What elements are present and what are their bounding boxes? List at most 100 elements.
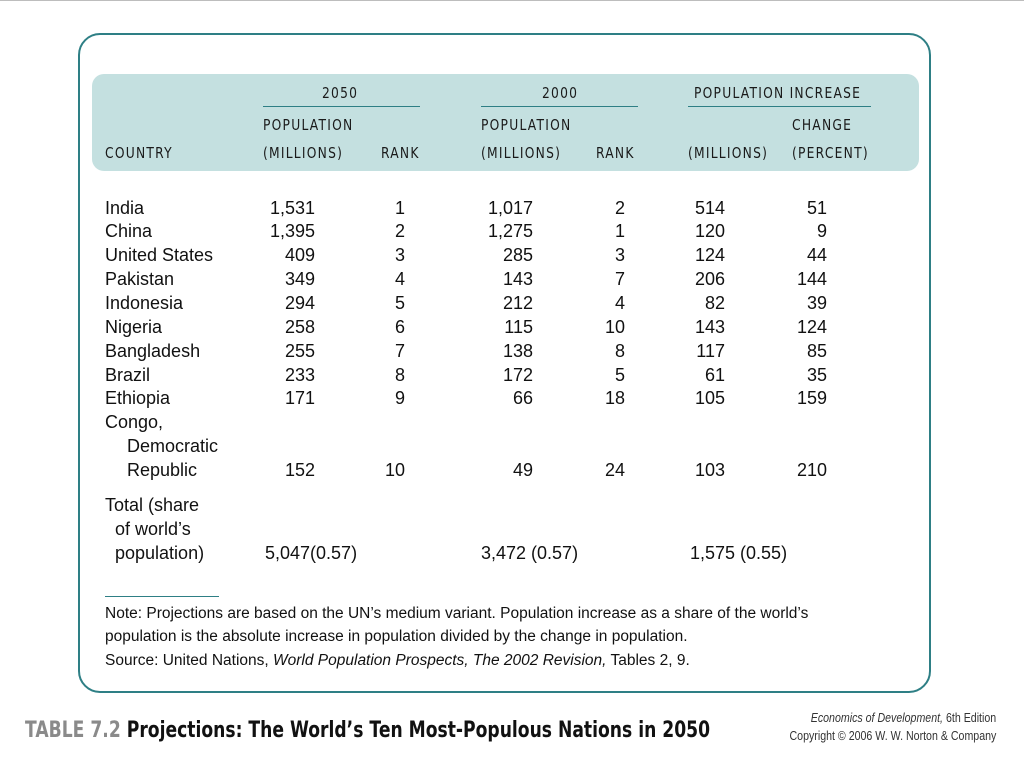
- pop2000-cell: 138: [502, 341, 533, 361]
- header-rank-2050: RANK: [381, 144, 420, 162]
- country-cell-congo-line3: Republic: [127, 460, 198, 480]
- total-pop2050: 5,047(0.57): [265, 543, 358, 563]
- book-edition: 6th Edition: [942, 711, 996, 725]
- increase-cell: 514: [694, 198, 725, 218]
- pop2000-cell: 212: [502, 293, 533, 313]
- change-cell: 9: [816, 221, 827, 241]
- country-cell-congo-line2: Democratic: [127, 436, 219, 456]
- pop2050-cell: 233: [284, 365, 315, 385]
- country-cell: Brazil: [105, 365, 151, 385]
- pop2000-cell: 172: [502, 365, 533, 385]
- table-caption: TABLE 7.2 Projections: The World’s Ten M…: [25, 718, 710, 743]
- pop2050-cell: 1,531: [269, 198, 315, 218]
- rank2000-cell: 18: [604, 388, 625, 408]
- rank2050-cell: 6: [394, 317, 405, 337]
- header-population-2050: POPULATION: [263, 116, 354, 134]
- header-population-2000: POPULATION: [481, 116, 572, 134]
- change-cell: 210: [796, 460, 827, 480]
- table-frame: [78, 33, 931, 693]
- pop2050-cell: 349: [284, 269, 315, 289]
- rank2000-cell: 24: [604, 460, 625, 480]
- source-prefix: Source: United Nations,: [105, 652, 274, 669]
- country-cell: Bangladesh: [105, 341, 201, 361]
- increase-cell: 61: [704, 365, 725, 385]
- pop2000-cell: 49: [512, 460, 533, 480]
- total-label-line1: Total (share: [105, 495, 200, 515]
- header-millions-increase: (MILLIONS): [688, 144, 769, 162]
- pop2050-cell: 409: [284, 245, 315, 265]
- rank2000-cell: 2: [614, 198, 625, 218]
- rank2000-cell: 1: [614, 221, 625, 241]
- rule-increase: [688, 106, 871, 107]
- change-cell: 159: [796, 388, 827, 408]
- total-label-line3: population): [115, 543, 205, 563]
- rank2000-cell: 7: [614, 269, 625, 289]
- rank2050-cell: 1: [394, 198, 405, 218]
- header-rank-2000: RANK: [596, 144, 635, 162]
- pop2050-cell: 255: [284, 341, 315, 361]
- change-cell: 44: [806, 245, 827, 265]
- change-cell: 85: [806, 341, 827, 361]
- change-cell: 51: [806, 198, 827, 218]
- total-pop2000: 3,472 (0.57): [481, 543, 579, 563]
- rank2000-cell: 8: [614, 341, 625, 361]
- pop2050-cell: 294: [284, 293, 315, 313]
- header-2000: 2000: [542, 84, 579, 102]
- header-change: CHANGE: [792, 116, 853, 134]
- source-title: World Population Prospects, The 2002 Rev…: [273, 652, 607, 669]
- notes-separator: [105, 596, 219, 597]
- rank2050-cell: 2: [394, 221, 405, 241]
- rule-2000: [481, 106, 638, 107]
- header-2050: 2050: [322, 84, 359, 102]
- header-millions-2050: (MILLIONS): [263, 144, 344, 162]
- note-line-1: Note: Projections are based on the UN’s …: [105, 605, 809, 622]
- increase-cell: 82: [704, 293, 725, 313]
- book-title: Economics of Development,: [810, 711, 943, 725]
- header-millions-2000: (MILLIONS): [481, 144, 562, 162]
- change-cell: 35: [806, 365, 827, 385]
- pop2050-cell: 171: [284, 388, 315, 408]
- increase-cell: 120: [694, 221, 725, 241]
- note-line-2: population is the absolute increase in p…: [105, 628, 688, 645]
- header-population-increase: POPULATION INCREASE: [694, 84, 862, 102]
- change-cell: 124: [796, 317, 827, 337]
- country-cell: United States: [105, 245, 214, 265]
- increase-cell: 124: [694, 245, 725, 265]
- table-header-band: [92, 74, 919, 171]
- top-divider: [0, 0, 1024, 1]
- pop2050-cell: 1,395: [269, 221, 315, 241]
- table-number: TABLE 7.2: [25, 718, 121, 743]
- total-increase: 1,575 (0.55): [690, 543, 788, 563]
- table-title: Projections: The World’s Ten Most-Populo…: [126, 718, 711, 743]
- rank2050-cell: 7: [394, 341, 405, 361]
- country-cell: Nigeria: [105, 317, 163, 337]
- book-credit: Economics of Development, 6th Edition: [811, 711, 996, 725]
- pop2000-cell: 285: [502, 245, 533, 265]
- change-cell: 39: [806, 293, 827, 313]
- total-label-line2: of world’s: [115, 519, 191, 539]
- source-line: Source: United Nations, World Population…: [105, 651, 690, 671]
- pop2000-cell: 1,275: [487, 221, 533, 241]
- country-cell-congo-line1: Congo,: [105, 412, 164, 432]
- source-suffix: Tables 2, 9.: [606, 652, 690, 669]
- rank2050-cell: 8: [394, 365, 405, 385]
- pop2050-cell: 152: [284, 460, 315, 480]
- country-cell: Indonesia: [105, 293, 184, 313]
- rank2000-cell: 3: [614, 245, 625, 265]
- change-cell: 144: [796, 269, 827, 289]
- rank2050-cell: 10: [384, 460, 405, 480]
- increase-cell: 117: [696, 341, 725, 361]
- copyright: Copyright © 2006 W. W. Norton & Company: [789, 729, 996, 743]
- pop2000-cell: 115: [504, 317, 533, 337]
- increase-cell: 206: [694, 269, 725, 289]
- rank2000-cell: 5: [614, 365, 625, 385]
- country-cell: Ethiopia: [105, 388, 171, 408]
- country-cell: India: [105, 198, 145, 218]
- increase-cell: 103: [694, 460, 725, 480]
- country-cell: Pakistan: [105, 269, 175, 289]
- country-cell: China: [105, 221, 153, 241]
- pop2000-cell: 143: [502, 269, 533, 289]
- rank2050-cell: 5: [394, 293, 405, 313]
- rank2050-cell: 4: [394, 269, 405, 289]
- pop2000-cell: 1,017: [487, 198, 533, 218]
